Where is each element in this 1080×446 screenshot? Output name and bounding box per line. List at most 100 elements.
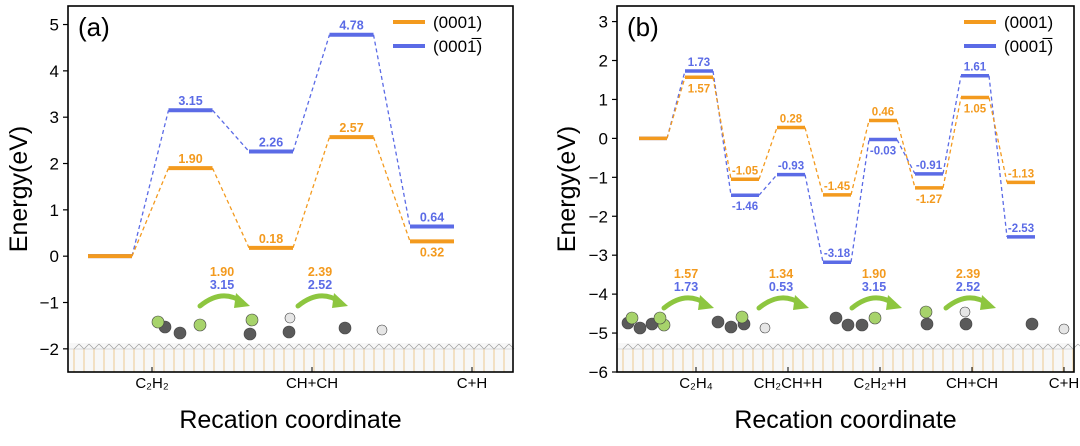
slab-bond-zig bbox=[852, 343, 859, 350]
slab-bond-zag bbox=[817, 343, 824, 350]
slab-bond-zag bbox=[118, 343, 125, 350]
x-tick-label: C+H bbox=[457, 375, 487, 392]
atom-sphere bbox=[245, 313, 259, 327]
data-label: 1.90 bbox=[178, 152, 202, 166]
slab-bond-zag bbox=[78, 343, 85, 350]
connector-dashed-line bbox=[896, 120, 916, 188]
slab-bond-zig bbox=[922, 343, 929, 350]
slab-bond-zag bbox=[1017, 343, 1024, 350]
slab-bond-zig bbox=[183, 343, 190, 350]
panel-label: (b) bbox=[627, 12, 659, 42]
slab-bond-zag bbox=[88, 343, 95, 350]
slab-bond-zig bbox=[503, 343, 510, 350]
y-tick-label: 3 bbox=[599, 13, 608, 32]
panel-b: −6 −5 −4 −3 −2 −1 0 1 2 3 Energy(eV) Recation coord… bbox=[553, 5, 1080, 434]
slab-bond-zig bbox=[463, 343, 470, 350]
data-label: -1.27 bbox=[916, 194, 942, 206]
slab-bond-zig bbox=[273, 343, 280, 350]
connector-dashed-line bbox=[292, 136, 331, 249]
atom-sphere bbox=[284, 312, 296, 324]
legend-entry: (0001) bbox=[433, 13, 482, 32]
slab-bond-zag bbox=[1007, 343, 1014, 350]
slab-bond-zag bbox=[128, 343, 135, 350]
slab-bond-zig bbox=[1042, 343, 1049, 350]
slab-bond-zig bbox=[483, 343, 490, 350]
barrier-value-orange: 1.90 bbox=[862, 267, 886, 281]
barrier-value-blue: 3.15 bbox=[210, 278, 234, 292]
y-tick-label: −3 bbox=[589, 246, 608, 265]
series-blue: 1.73 -1.46 -0.93 -3.18 -0.03 -0.91 1.61 -2.53 bbox=[639, 57, 1035, 264]
slab-bond-zig bbox=[902, 343, 909, 350]
barrier-value-orange: 2.39 bbox=[308, 265, 332, 279]
slab-bond-zag bbox=[488, 343, 495, 350]
slab-bond-zag bbox=[957, 343, 964, 350]
slab-bond-zag bbox=[997, 343, 1004, 350]
slab-bond-zag bbox=[138, 343, 145, 350]
data-label: 0.32 bbox=[420, 245, 444, 259]
data-label: 0.64 bbox=[420, 211, 444, 225]
series-blue: 3.15 2.26 4.78 0.64 bbox=[88, 19, 454, 259]
atom-sphere bbox=[959, 317, 973, 331]
slab-bond-zig bbox=[642, 343, 649, 350]
reaction-arrow-head bbox=[980, 295, 996, 310]
barrier-value-blue: 2.52 bbox=[956, 280, 980, 294]
slab-bond-zag bbox=[448, 343, 455, 350]
slab-bond-zig bbox=[193, 343, 200, 350]
connector-dashed-line bbox=[666, 70, 686, 139]
slab-bond-zig bbox=[702, 343, 709, 350]
slab-bond-zag bbox=[148, 343, 155, 350]
slab-bond-zag bbox=[398, 343, 405, 350]
slab-bond-zag bbox=[188, 343, 195, 350]
slab-bond-zag bbox=[687, 343, 694, 350]
slab-bond-zig bbox=[992, 343, 999, 350]
panel-label: (a) bbox=[78, 12, 110, 42]
connector-dashed-line bbox=[942, 75, 962, 174]
slab-bond-zag bbox=[667, 343, 674, 350]
x-tick-label: CH+CH bbox=[286, 375, 338, 392]
slab-bond-zig bbox=[742, 343, 749, 350]
slab-bond-zig bbox=[353, 343, 360, 350]
slab-bond-zag bbox=[248, 343, 255, 350]
slab-bond-zig bbox=[982, 343, 989, 350]
atom-sphere bbox=[1058, 323, 1070, 335]
slab-bond-zag bbox=[368, 343, 375, 350]
connector-dashed-line bbox=[292, 34, 331, 152]
y-tick-label: 0 bbox=[50, 247, 59, 266]
data-label: -0.93 bbox=[778, 161, 804, 173]
slab-bond-zig bbox=[363, 343, 370, 350]
connector-dashed-line bbox=[666, 77, 686, 139]
connector-dashed-line bbox=[372, 136, 411, 242]
slab-bond-zag bbox=[917, 343, 924, 350]
atom-sphere bbox=[625, 311, 639, 325]
slab-bond-zig bbox=[403, 343, 410, 350]
slab-bond-zig bbox=[632, 343, 639, 350]
atom-sphere bbox=[338, 321, 352, 335]
atom-sphere bbox=[959, 306, 971, 318]
barrier-value-orange: 2.39 bbox=[956, 267, 980, 281]
slab-bond-zag bbox=[258, 343, 265, 350]
barrier-value-orange: 1.90 bbox=[210, 265, 234, 279]
x-tick-label: C₂H₂ bbox=[135, 375, 168, 392]
y-tick-label: −1 bbox=[40, 294, 59, 313]
atom-sphere bbox=[151, 315, 165, 329]
slab-bond-zag bbox=[1077, 343, 1080, 347]
slab-bond-zag bbox=[1047, 343, 1054, 350]
slab-bond-zag bbox=[767, 343, 774, 350]
slab-bond-zig bbox=[103, 343, 110, 350]
slab-bond-zag bbox=[498, 343, 505, 350]
slab-bond-zig bbox=[1052, 343, 1059, 350]
data-label: 1.05 bbox=[964, 104, 987, 116]
connector-dashed-line bbox=[712, 77, 732, 180]
slab-bond-zag bbox=[348, 343, 355, 350]
slab-bond-zag bbox=[418, 343, 425, 350]
atom-sphere bbox=[759, 322, 771, 334]
adsorbate-molecules bbox=[151, 312, 388, 341]
slab-bond-zig bbox=[293, 343, 300, 350]
slab-bond-zag bbox=[677, 343, 684, 350]
connector-dashed-line bbox=[896, 139, 916, 175]
slab-bond-zag bbox=[907, 343, 914, 350]
reaction-arrow-head bbox=[332, 293, 348, 308]
slab-bond-zag bbox=[717, 343, 724, 350]
slab-bond-zag bbox=[428, 343, 435, 350]
